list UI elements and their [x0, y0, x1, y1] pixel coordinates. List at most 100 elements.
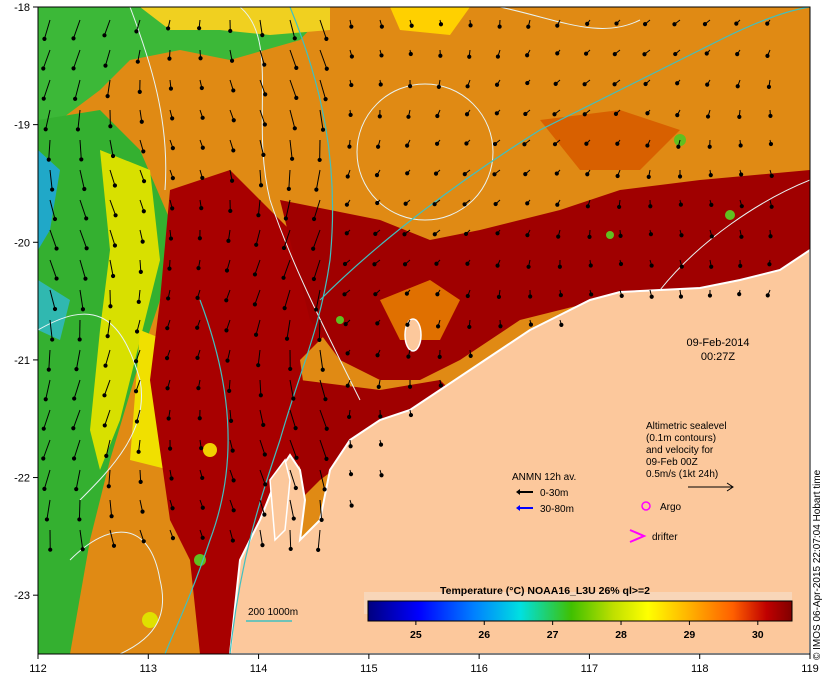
- velocity-arrow-head: [258, 183, 264, 188]
- velocity-arrow: [78, 499, 81, 520]
- velocity-arrow-head: [52, 216, 58, 222]
- velocity-arrow-head: [200, 175, 205, 181]
- velocity-arrow-head: [227, 388, 232, 394]
- velocity-arrow-head: [135, 59, 140, 64]
- velocity-arrow-head: [48, 547, 53, 552]
- velocity-arrow-head: [438, 383, 443, 388]
- velocity-arrow-head: [402, 232, 407, 237]
- velocity-arrow-head: [195, 325, 200, 330]
- velocity-arrow-head: [438, 53, 443, 58]
- velocity-arrow-head: [102, 393, 107, 398]
- velocity-arrow: [49, 319, 53, 340]
- credit-text: © IMOS 06-Apr-2015 22:07:04 Hobart time: [812, 469, 823, 660]
- velocity-arrow-head: [372, 262, 377, 267]
- velocity-arrow-head: [672, 22, 677, 27]
- velocity-arrow-head: [103, 63, 108, 68]
- velocity-arrow-head: [320, 127, 326, 132]
- colorbar: Temperature (°C) NOAA16_L3U 26% ql>=2 25…: [364, 585, 793, 641]
- velocity-arrow-head: [288, 366, 293, 372]
- velocity-arrow: [109, 499, 113, 517]
- velocity-arrow-head: [525, 80, 530, 86]
- velocity-arrow-head: [765, 53, 770, 59]
- velocity-arrow-head: [166, 26, 171, 31]
- velocity-arrow-head: [261, 152, 266, 158]
- velocity-arrow-head: [293, 485, 298, 491]
- velocity-arrow-head: [196, 266, 201, 271]
- velocity-arrow-head: [110, 273, 116, 279]
- velocity-arrow-head: [167, 266, 172, 271]
- velocity-arrow: [43, 469, 51, 490]
- velocity-arrow-head: [585, 172, 590, 177]
- velocity-arrow-head: [195, 295, 200, 300]
- velocity-arrow-head: [406, 114, 411, 119]
- velocity-arrow: [318, 319, 321, 340]
- velocity-arrow-head: [314, 307, 319, 312]
- velocity-arrow-head: [79, 157, 84, 162]
- velocity-arrow-head: [283, 216, 288, 221]
- velocity-arrow-head: [349, 503, 354, 508]
- velocity-arrow-head: [200, 505, 205, 510]
- lon-tick-label: 112: [29, 663, 47, 675]
- velocity-arrow-head: [405, 143, 410, 148]
- velocity-arrow-head: [678, 294, 684, 299]
- velocity-arrow: [104, 49, 111, 66]
- velocity-arrow-head: [645, 143, 650, 148]
- velocity-arrow: [259, 49, 265, 65]
- anmn-deep-label: 30-80m: [540, 504, 574, 515]
- velocity-arrow-head: [262, 62, 267, 67]
- velocity-arrow-head: [347, 414, 352, 420]
- velocity-arrow-head: [169, 476, 174, 481]
- velocity-arrow-head: [263, 482, 268, 487]
- velocity-arrow: [259, 379, 262, 396]
- velocity-arrow-head: [292, 36, 297, 41]
- velocity-arrow-head: [709, 202, 714, 207]
- velocity-arrow: [259, 499, 265, 515]
- velocity-arrow: [313, 199, 321, 220]
- velocity-arrow-head: [108, 124, 113, 129]
- velocity-arrow-head: [102, 423, 107, 428]
- velocity-arrow: [319, 49, 328, 69]
- velocity-arrow-head: [317, 337, 322, 343]
- velocity-arrow-head: [319, 517, 324, 522]
- velocity-arrow-head: [675, 81, 680, 86]
- velocity-arrow-head: [80, 307, 86, 312]
- velocity-arrow-head: [737, 114, 742, 119]
- velocity-arrow-head: [408, 51, 413, 57]
- velocity-arrow-head: [170, 116, 175, 121]
- velocity-arrow-head: [765, 293, 770, 298]
- velocity-arrow: [45, 379, 51, 400]
- velocity-arrow-head: [197, 416, 202, 421]
- velocity-arrow: [259, 469, 266, 485]
- isobath-lines: [164, 7, 810, 654]
- velocity-arrow: [73, 49, 81, 69]
- velocity-arrow-head: [375, 200, 380, 206]
- velocity-arrow-head: [496, 294, 502, 300]
- velocity-arrow-head: [50, 337, 55, 342]
- velocity-arrow: [107, 319, 111, 337]
- velocity-arrow-head: [492, 141, 498, 147]
- velocity-arrow: [109, 139, 114, 157]
- velocity-arrow-head: [432, 232, 437, 237]
- lat-tick-label: -20: [14, 237, 30, 249]
- lat-tick-label: -23: [14, 590, 30, 602]
- velocity-arrow-head: [200, 475, 205, 481]
- velocity-arrow: [319, 349, 324, 370]
- velocity-arrow-head: [323, 97, 328, 102]
- land-mass: [228, 248, 810, 654]
- velocity-arrow-head: [373, 292, 378, 297]
- sealevel-line3: and velocity for: [646, 445, 714, 456]
- velocity-arrow-head: [293, 425, 298, 431]
- sealevel-legend: Altimetric sealevel (0.1m contours) and …: [646, 421, 734, 492]
- velocity-arrow: [289, 109, 296, 129]
- velocity-arrow-head: [72, 396, 77, 401]
- velocity-arrow-head: [46, 367, 51, 372]
- velocity-arrow-head: [492, 172, 497, 177]
- lon-tick-label: 119: [801, 663, 819, 675]
- velocity-arrow-head: [734, 21, 739, 26]
- velocity-arrow-head: [252, 302, 257, 307]
- velocity-arrow-head: [262, 122, 267, 127]
- velocity-arrow-head: [141, 179, 147, 184]
- sealevel-line5: 0.5m/s (1kt 24h): [646, 469, 718, 480]
- velocity-arrow-head: [342, 261, 348, 267]
- velocity-arrow: [284, 289, 291, 309]
